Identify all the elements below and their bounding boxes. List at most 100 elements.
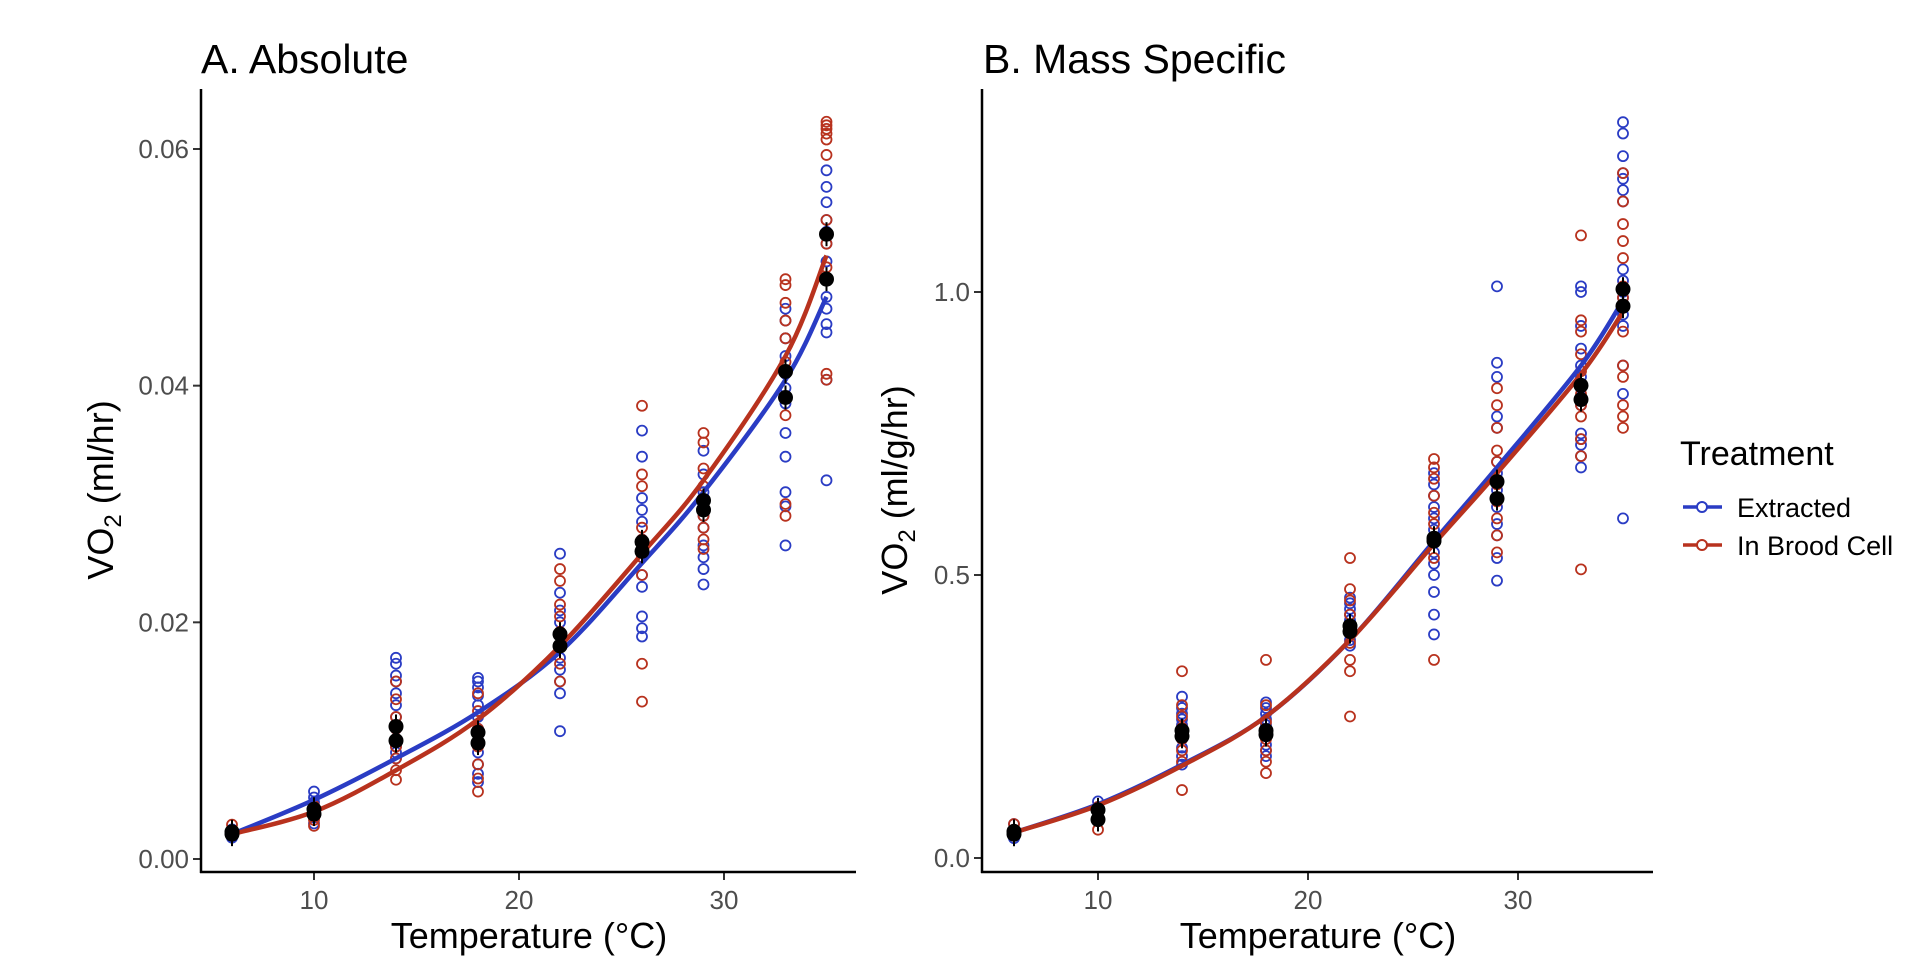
data-point-brood [1176,784,1188,796]
legend-key-extracted-point [1696,501,1708,513]
data-point-brood [1260,654,1272,666]
data-point-brood [779,509,792,522]
data-point-brood [1260,755,1272,768]
data-point-extracted [697,551,710,564]
data-point-extracted [1491,552,1503,564]
data-point-brood [820,127,833,140]
data-point-brood [636,468,648,481]
data-point-brood [1428,506,1440,519]
y-tick-label: 0.06 [138,134,189,164]
data-point-extracted [1617,116,1629,129]
legend-item-extracted[interactable]: Extracted [1683,493,1851,523]
mean-point-brood [1174,723,1190,739]
data-point-extracted [636,630,648,643]
data-point-brood [1176,665,1188,678]
data-point-extracted [1428,557,1440,570]
y-tick-label: 0.5 [934,560,970,590]
x-tick-label: 30 [1504,885,1533,915]
data-point-extracted [1491,356,1503,369]
data-point-extracted [779,450,792,463]
data-point-extracted [1428,628,1440,641]
panel-a-title: A. Absolute [201,36,408,82]
mean-point-brood [1258,723,1274,739]
data-point-extracted [820,326,833,339]
data-point-extracted [1428,608,1440,621]
mean-point-brood [1342,618,1358,634]
data-point-brood [554,675,566,688]
x-tick-label: 20 [505,885,534,915]
data-point-brood [820,115,833,128]
x-tick-label: 20 [1294,885,1323,915]
data-point-brood [1617,218,1629,230]
data-point-brood [636,569,648,581]
data-point-brood [1491,421,1503,434]
legend-label-extracted: Extracted [1737,493,1851,523]
data-point-extracted [697,578,710,591]
data-point-brood [1428,654,1440,666]
data-point-extracted [1176,690,1188,703]
data-point-brood [1260,767,1272,779]
legend-label-in-brood-cell: In Brood Cell [1737,531,1893,561]
fit-line-brood [231,254,829,837]
data-point-brood [1617,410,1629,423]
data-point-brood [1617,252,1629,264]
data-point-brood [1344,654,1356,666]
data-point-extracted [820,164,833,177]
data-point-brood [1428,461,1440,474]
mean-point-brood [696,492,711,508]
panel-a-y-axis-label: VO2 (ml/hr) [80,400,127,579]
data-point-brood [820,119,833,132]
mean-point-extracted [1489,491,1505,507]
data-point-extracted [636,610,648,623]
data-point-brood [1260,699,1272,712]
data-point-extracted [1428,467,1440,480]
mean-point-brood [1489,474,1505,490]
data-point-brood [779,332,792,345]
data-point-brood [1176,699,1188,712]
data-point-brood [820,133,833,146]
legend-item-in-brood-cell[interactable]: In Brood Cell [1683,531,1893,561]
data-point-brood [554,575,566,587]
data-point-brood [779,273,792,286]
data-point-extracted [697,539,710,552]
data-point-brood [1344,665,1356,678]
data-point-brood [779,279,792,291]
data-point-brood [820,373,833,386]
data-point-extracted [636,622,648,635]
data-point-extracted [820,180,833,193]
data-point-extracted [697,563,710,575]
data-point-extracted [1428,586,1440,598]
mean-point-extracted [1615,298,1631,314]
data-point-brood [1617,325,1629,338]
data-point-brood [697,543,710,555]
y-tick-label: 0.04 [138,371,189,401]
mean-point-brood [306,806,322,822]
data-point-brood [779,498,792,510]
mean-point-brood [1006,823,1022,839]
data-point-extracted [1617,184,1629,197]
data-point-extracted [554,725,566,738]
data-point-extracted [1491,370,1503,383]
data-point-brood [697,521,710,534]
data-point-extracted [390,651,402,664]
data-point-extracted [390,699,402,712]
fit-line-brood [1013,310,1625,835]
data-point-extracted [820,196,833,209]
panel-a: A. Absolute VO2 (ml/hr) Temperature (°C)… [80,36,856,956]
data-point-extracted [636,492,648,504]
data-point-brood [1617,359,1629,372]
data-point-brood [554,563,566,575]
data-point-brood [1575,229,1587,242]
data-point-brood [636,657,648,670]
data-point-brood [554,598,566,611]
data-point-brood [636,480,648,493]
data-point-extracted [1575,438,1587,451]
mean-point-brood [819,226,834,242]
data-point-brood [779,296,792,309]
data-point-extracted [779,539,792,552]
x-tick-label: 10 [1084,885,1113,915]
data-point-extracted [1575,427,1587,440]
data-point-brood [1491,529,1503,542]
data-point-brood [1491,444,1503,457]
